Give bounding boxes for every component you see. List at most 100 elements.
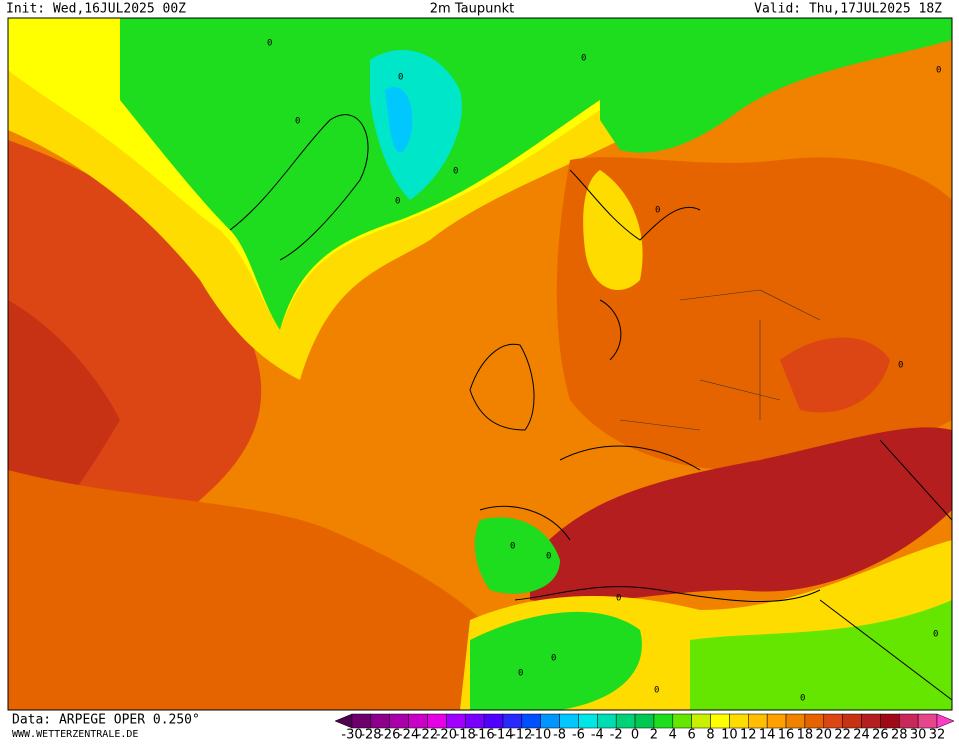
map: 0 0 0 0 0 0 0 0 0 0 0 0 0 0 0 0 0 [7,17,953,711]
legend-swatch [729,713,749,729]
legend-swatch [634,713,655,729]
legend-swatch [672,713,692,729]
legend-swatch [540,713,560,729]
legend-tick-label: 16 [778,728,795,742]
legend-swatch [785,713,806,729]
coastlines [229,114,952,701]
contour-labels: 0 0 0 0 0 0 0 0 0 0 0 0 0 0 0 0 0 [267,39,941,704]
legend-arrow-high [936,713,955,729]
arctic-field [600,18,952,153]
contour-label: 0 [898,361,903,371]
legend-tick-label: 14 [759,728,776,742]
black-sea-field [780,337,890,413]
legend-swatch [880,713,900,729]
data-source: Data: ARPEGE OPER 0.250° [12,713,200,728]
contour-label: 0 [295,117,300,127]
legend-swatch [521,713,541,729]
legend-tick-label: -14 [492,728,513,742]
valid-time: Valid: Thu,17JUL2025 18Z [754,2,942,17]
legend-tick-label: -16 [473,728,494,742]
legend-tick-label: -10 [530,728,551,742]
legend-swatch [427,713,447,729]
legend-tick-label: -28 [360,728,381,742]
contour-label: 0 [581,54,586,64]
legend-swatch [502,713,523,729]
contour-label: 0 [267,39,272,49]
legend-swatch [559,713,579,729]
legend-tick-label: 32 [929,728,946,742]
legend-tick-label: -30 [341,728,362,742]
legend-swatch [861,713,881,729]
legend-tick-label: -24 [398,728,419,742]
legend-swatch [804,713,825,729]
legend-swatch [351,713,372,729]
legend-swatch [899,713,919,729]
legend-tick-label: 10 [721,728,738,742]
sw-field [8,470,500,710]
legend-tick-label: -2 [610,728,623,742]
map-frame [7,17,953,711]
legend-swatch [464,713,485,729]
legend-swatch [823,713,843,729]
legend-tick-label: 24 [853,728,870,742]
iberia-field [474,517,560,594]
mediterranean-field [530,427,952,603]
legend-tick-label: -6 [572,728,585,742]
legend-tick-label: -18 [455,728,476,742]
legend-swatch [691,713,711,729]
legend-swatch [748,713,768,729]
contour-label: 0 [800,694,805,704]
atlas-field [470,611,642,710]
legend-swatch [766,713,787,729]
contour-label: 0 [616,594,621,604]
legend-tick-label: 30 [910,728,927,742]
legend-tick-label: 28 [891,728,908,742]
greenland-field [120,18,600,330]
scandinavia-field [583,170,643,290]
legend-swatch [483,713,504,729]
contour-label: 0 [546,552,551,562]
legend-swatch [597,713,617,729]
legend-tick-label: 18 [797,728,814,742]
legend-swatch [389,713,409,729]
legend-swatch [653,713,674,729]
contour-label: 0 [518,669,523,679]
contour-label: 0 [510,542,515,552]
contour-label: 0 [453,167,458,177]
legend-tick-label: 6 [688,728,696,742]
legend-swatch [370,713,390,729]
legend-tick-label: -26 [379,728,400,742]
init-time: Init: Wed,16JUL2025 00Z [6,2,186,17]
legend-swatch [446,713,466,729]
legend-tick-label: 20 [816,728,833,742]
legend-tick-label: -4 [591,728,604,742]
legend-swatch [578,713,598,729]
legend-tick-label: -12 [511,728,532,742]
legend-tick-label: 2 [650,728,658,742]
contour-label: 0 [655,206,660,216]
borders [619,289,821,431]
legend-tick-label: 22 [834,728,851,742]
map-title: 2m Taupunkt [430,2,514,17]
legend-swatch [917,713,938,729]
legend-swatch [408,713,428,729]
legend-tick-label: 8 [706,728,714,742]
legend-swatch [615,713,636,729]
legend-tick-label: 26 [872,728,889,742]
color-legend: -30-28-26-24-22-20-18-16-14-12-10 -8 -6 -4-… [334,713,955,743]
legend-tick-label: -8 [553,728,566,742]
website: WWW.WETTERZENTRALE.DE [12,729,138,740]
legend-tick-label: -22 [417,728,438,742]
legend-tick-label: 0 [631,728,639,742]
sahara-field [690,600,952,710]
contour-label: 0 [395,197,400,207]
legend-swatch [710,713,730,729]
contour-label: 0 [398,73,403,83]
contour-label: 0 [654,686,659,696]
legend-tick-label: -20 [436,728,457,742]
contour-label: 0 [933,630,938,640]
legend-tick-label: 12 [740,728,757,742]
contour-label: 0 [551,654,556,664]
legend-swatch [842,713,862,729]
